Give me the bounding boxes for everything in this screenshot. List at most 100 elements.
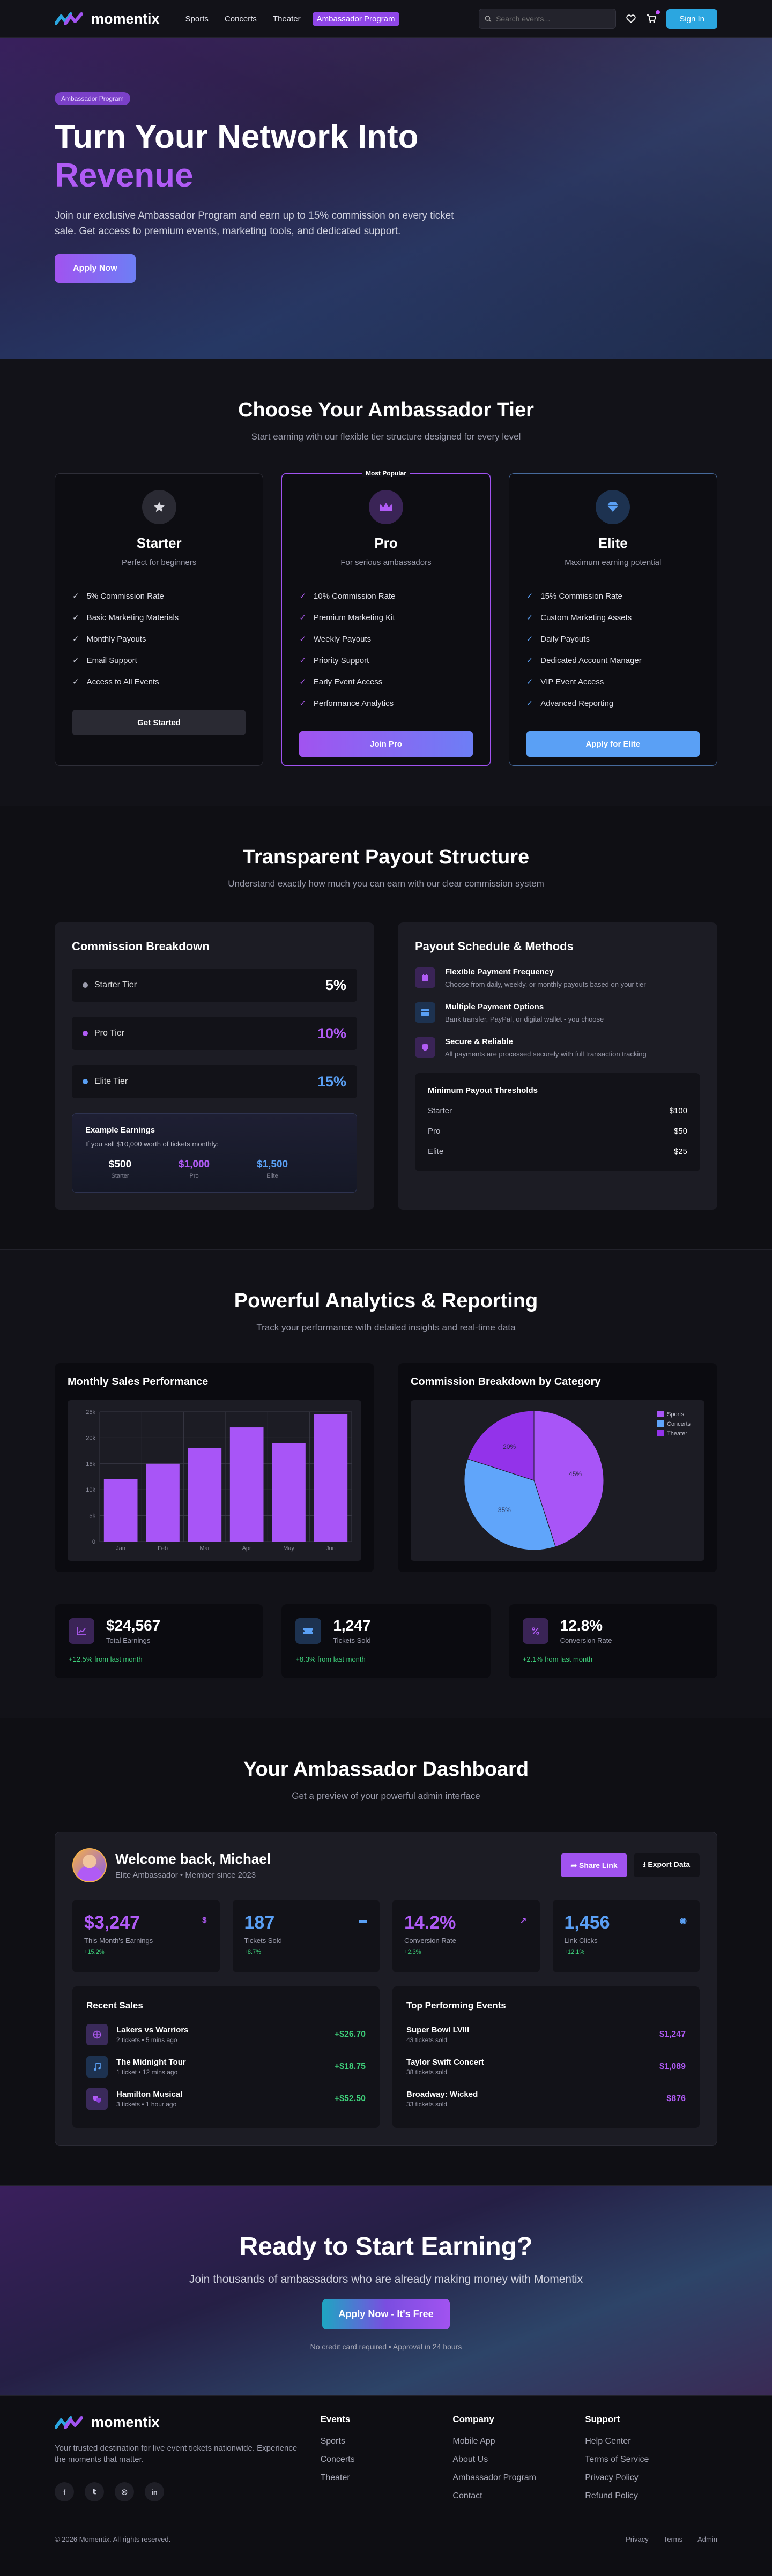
footer-bottom-link[interactable]: Privacy: [626, 2535, 649, 2543]
facebook-icon[interactable]: f: [55, 2482, 74, 2501]
footer-link[interactable]: Mobile App: [452, 2437, 495, 2446]
kpi-earnings: $3,247 This Month's Earnings +15.2% $: [72, 1900, 220, 1972]
payout-section: Transparent Payout Structure Understand …: [0, 806, 772, 1250]
x-tick-label: May: [283, 1545, 294, 1552]
check-icon: ✓: [526, 613, 533, 622]
percent-icon: [522, 1618, 548, 1644]
nav-link-concerts[interactable]: Concerts: [224, 14, 257, 24]
check-icon: ✓: [526, 592, 533, 601]
y-tick-label: 25k: [86, 1409, 95, 1416]
x-tick-label: Apr: [242, 1545, 251, 1552]
payout-subtitle: Understand exactly how much you can earn…: [228, 878, 544, 889]
instagram-icon[interactable]: ◎: [115, 2482, 134, 2501]
rate-value: 10%: [317, 1025, 346, 1041]
cart-badge: [656, 10, 660, 14]
list-item[interactable]: The Midnight Tour 1 ticket • 12 mins ago …: [86, 2051, 366, 2083]
footer-link[interactable]: Theater: [320, 2473, 350, 2482]
dashboard-title: Your Ambassador Dashboard: [243, 1758, 529, 1781]
tier-feature: ✓ Performance Analytics: [299, 698, 394, 709]
footer-tagline: Your trusted destination for live event …: [55, 2444, 298, 2464]
apply-elite-button[interactable]: Apply for Elite: [526, 731, 700, 757]
shield-icon: [415, 1037, 435, 1058]
apply-now-button[interactable]: Apply Now: [55, 254, 136, 283]
linkedin-icon[interactable]: in: [145, 2482, 164, 2501]
example-earnings: Example Earnings If you sell $10,000 wor…: [72, 1113, 357, 1193]
footer-link[interactable]: Help Center: [585, 2437, 631, 2446]
footer-logo[interactable]: momentix: [55, 2414, 321, 2431]
threshold-row: Starter $100: [428, 1106, 687, 1115]
brand-logo[interactable]: momentix: [55, 11, 160, 27]
rate-label: Starter Tier: [94, 980, 137, 989]
footer-link[interactable]: Contact: [452, 2491, 482, 2500]
footer-link[interactable]: Terms of Service: [585, 2455, 649, 2464]
tier-feature: ✓ Custom Marketing Assets: [526, 613, 632, 623]
bar-chart-card: Monthly Sales Performance 0 5k 10k 15k 20k 25…: [55, 1363, 374, 1572]
tier-card-elite: Elite Maximum earning potential ✓ 15% Com…: [508, 473, 717, 766]
x-tick-label: Mar: [199, 1545, 210, 1552]
dashboard-subtitle: Get a preview of your powerful admin int…: [292, 1791, 480, 1801]
tier-feature: ✓ 10% Commission Rate: [299, 591, 396, 601]
stat-tickets-sold: 1,247 Tickets Sold +8.3% from last month: [281, 1604, 491, 1678]
crown-icon: [368, 490, 403, 524]
footer-link[interactable]: About Us: [452, 2455, 488, 2464]
cart-icon[interactable]: [646, 10, 660, 24]
apply-free-button[interactable]: Apply Now - It's Free: [322, 2299, 450, 2329]
hero-title-accent: Revenue: [55, 157, 194, 194]
nav-link-sports[interactable]: Sports: [185, 14, 209, 24]
stat-conversion-rate: 12.8% Conversion Rate +2.1% from last mon…: [508, 1604, 717, 1678]
get-started-button[interactable]: Get Started: [72, 710, 246, 735]
copyright: © 2026 Momentix. All rights reserved.: [55, 2535, 171, 2543]
bar: [103, 1479, 138, 1542]
tier-feature: ✓ Daily Payouts: [526, 634, 590, 644]
list-item[interactable]: Broadway: Wicked 33 tickets sold $876: [406, 2090, 686, 2108]
pie-chart-card: Commission Breakdown by Category 45% 35% 2…: [398, 1363, 717, 1572]
check-icon: ✓: [299, 592, 306, 601]
twitter-icon[interactable]: 𝕥: [85, 2482, 104, 2501]
sign-in-button[interactable]: Sign In: [666, 9, 717, 29]
list-item[interactable]: Lakers vs Warriors 2 tickets • 5 mins ago…: [86, 2019, 366, 2051]
kpi-conversion: 14.2% Conversion Rate +2.3% ↗: [392, 1900, 540, 1972]
footer-link[interactable]: Ambassador Program: [452, 2473, 537, 2482]
nav-link-theater[interactable]: Theater: [272, 14, 301, 24]
footer-link[interactable]: Refund Policy: [585, 2491, 638, 2500]
list-item[interactable]: Hamilton Musical 3 tickets • 1 hour ago +…: [86, 2083, 366, 2115]
cta-subtitle: Join thousands of ambassadors who are al…: [189, 2273, 583, 2285]
search-input[interactable]: [496, 14, 611, 23]
analytics-subtitle: Track your performance with detailed ins…: [256, 1322, 516, 1332]
x-tick-label: Jan: [116, 1545, 125, 1552]
bar: [229, 1427, 264, 1542]
heart-icon[interactable]: [626, 13, 636, 24]
check-icon: ✓: [526, 677, 533, 687]
export-data-button[interactable]: ⭳ Export Data: [633, 1853, 700, 1877]
footer-bottom-link[interactable]: Admin: [697, 2535, 717, 2543]
tier-feature: ✓ Dedicated Account Manager: [526, 656, 642, 666]
rate-row-elite: Elite Tier 15%: [72, 1065, 357, 1098]
footer-link[interactable]: Sports: [320, 2437, 345, 2446]
list-item[interactable]: Taylor Swift Concert 38 tickets sold $1,0…: [406, 2058, 686, 2076]
check-icon: ✓: [299, 677, 306, 687]
ticket-icon: [295, 1618, 322, 1644]
payout-thresholds: Minimum Payout Thresholds Starter $100 Pr…: [415, 1073, 700, 1171]
y-tick-label: 10k: [86, 1487, 95, 1493]
footer-bottom-link[interactable]: Terms: [663, 2535, 683, 2543]
legend-swatch: [657, 1430, 664, 1436]
pie-chart: 45% 35% 20% Sports Concerts Theater: [464, 1410, 691, 1551]
recent-sales-title: Recent Sales: [86, 2000, 143, 2011]
footer-link[interactable]: Concerts: [320, 2455, 355, 2464]
most-popular-badge: Most Popular: [362, 470, 410, 477]
search-icon: [485, 16, 492, 22]
dot-icon: [83, 1031, 88, 1036]
legend-label: Concerts: [667, 1421, 691, 1427]
cta-title: Ready to Start Earning?: [239, 2232, 533, 2261]
join-pro-button[interactable]: Join Pro: [299, 731, 473, 757]
list-item[interactable]: Super Bowl LVIII 43 tickets sold $1,247: [406, 2026, 686, 2044]
share-link-button[interactable]: ➦ Share Link: [561, 1853, 627, 1877]
nav-link-ambassador[interactable]: Ambassador Program: [312, 12, 399, 26]
method-item: Secure & Reliable All payments are proces…: [415, 1037, 700, 1058]
check-icon: ✓: [526, 635, 533, 644]
y-tick-label: 15k: [86, 1461, 95, 1468]
check-icon: ✓: [72, 677, 79, 687]
tiers-title: Choose Your Ambassador Tier: [238, 399, 534, 421]
tiers-subtitle: Start earning with our flexible tier str…: [251, 431, 521, 442]
footer-link[interactable]: Privacy Policy: [585, 2473, 639, 2482]
